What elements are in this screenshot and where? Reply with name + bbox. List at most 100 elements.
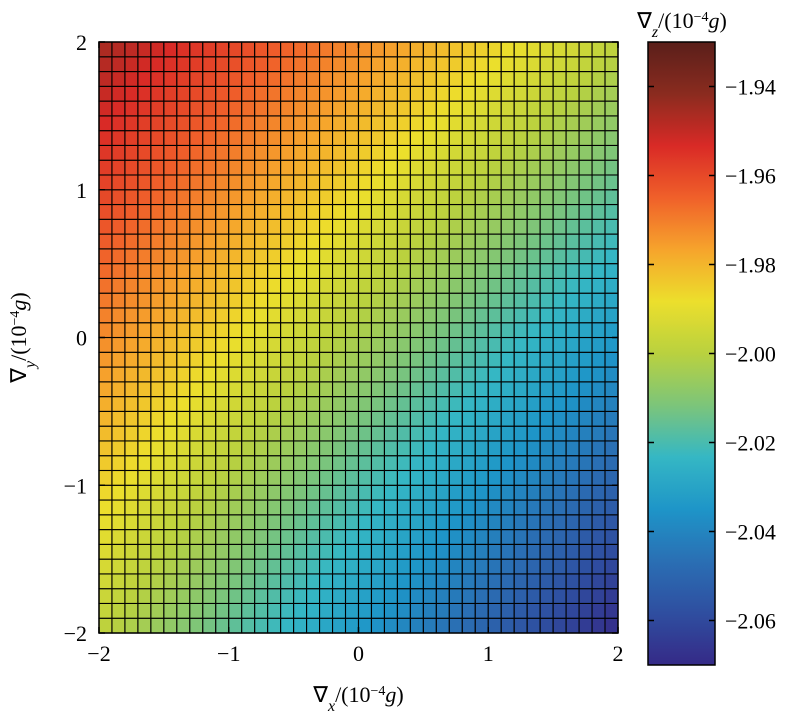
heatmap-cell bbox=[267, 248, 282, 265]
heatmap-cell bbox=[344, 455, 360, 472]
heatmap-cell bbox=[202, 307, 217, 324]
heatmap-cell bbox=[526, 425, 541, 442]
heatmap-cell bbox=[487, 307, 502, 324]
heatmap-cell bbox=[422, 529, 437, 545]
heatmap-cell bbox=[383, 189, 398, 206]
heatmap-cell bbox=[552, 617, 567, 634]
heatmap-cell bbox=[409, 484, 424, 501]
heatmap-cell bbox=[396, 56, 411, 73]
heatmap-cell bbox=[306, 248, 321, 265]
heatmap-cell bbox=[267, 218, 282, 235]
heatmap-cell bbox=[357, 440, 373, 457]
heatmap-cell bbox=[331, 144, 347, 161]
heatmap-cell bbox=[396, 469, 411, 486]
heatmap-cell bbox=[254, 573, 269, 590]
heatmap-cell bbox=[98, 602, 113, 619]
heatmap-cell bbox=[267, 381, 282, 398]
heatmap-cell bbox=[189, 366, 204, 383]
heatmap-cell bbox=[228, 543, 243, 560]
heatmap-cell bbox=[409, 85, 424, 102]
heatmap-cell bbox=[137, 336, 152, 353]
heatmap-cell bbox=[137, 130, 152, 146]
heatmap-cell bbox=[150, 336, 165, 353]
heatmap-cell bbox=[461, 425, 476, 442]
heatmap-cell bbox=[267, 469, 282, 486]
heatmap-cell bbox=[98, 174, 113, 191]
heatmap-cell bbox=[487, 336, 502, 353]
heatmap-cell bbox=[344, 115, 360, 132]
heatmap-cell bbox=[202, 56, 217, 73]
heatmap-cell bbox=[357, 336, 373, 353]
heatmap-cell bbox=[163, 307, 178, 324]
heatmap-cell bbox=[461, 189, 476, 206]
heatmap-cell bbox=[552, 440, 567, 457]
heatmap-cell bbox=[267, 56, 282, 73]
heatmap-cell bbox=[448, 396, 463, 412]
heatmap-cell bbox=[448, 425, 463, 442]
heatmap-cell bbox=[422, 602, 437, 619]
heatmap-cell bbox=[513, 558, 528, 575]
heatmap-cell bbox=[202, 336, 217, 353]
heatmap-cell bbox=[241, 602, 256, 619]
heatmap-cell bbox=[539, 263, 554, 279]
heatmap-cell bbox=[306, 529, 321, 545]
heatmap-cell bbox=[202, 130, 217, 146]
heatmap-cell bbox=[357, 71, 373, 87]
heatmap-cell bbox=[344, 336, 360, 353]
heatmap-cell bbox=[111, 85, 126, 102]
heatmap-cell bbox=[124, 248, 139, 265]
heatmap-cell bbox=[409, 469, 424, 486]
heatmap-cell bbox=[422, 336, 437, 353]
heatmap-cell bbox=[513, 602, 528, 619]
heatmap-cell bbox=[383, 115, 398, 132]
heatmap-cell bbox=[435, 115, 450, 132]
heatmap-cell bbox=[98, 41, 113, 58]
heatmap-cell bbox=[228, 602, 243, 619]
heatmap-cell bbox=[228, 71, 243, 87]
heatmap-cell bbox=[526, 322, 541, 339]
heatmap-cell bbox=[215, 263, 230, 279]
heatmap-cell bbox=[254, 233, 269, 250]
heatmap-cell bbox=[539, 558, 554, 575]
heatmap-cell bbox=[435, 440, 450, 457]
heatmap-cell bbox=[331, 351, 347, 368]
heatmap-cell bbox=[396, 233, 411, 250]
heatmap-cell bbox=[306, 514, 321, 531]
heatmap-cell bbox=[487, 292, 502, 309]
heatmap-cell bbox=[604, 558, 619, 575]
heatmap-cell bbox=[357, 85, 373, 102]
heatmap-cell bbox=[176, 455, 191, 472]
heatmap-cell bbox=[176, 159, 191, 176]
heatmap-cell bbox=[98, 396, 113, 412]
heatmap-cell bbox=[383, 529, 398, 545]
heatmap-cell bbox=[409, 189, 424, 206]
heatmap-cell bbox=[163, 455, 178, 472]
heatmap-cell bbox=[306, 602, 321, 619]
heatmap-cell bbox=[552, 159, 567, 176]
heatmap-cell bbox=[591, 558, 606, 575]
heatmap-cell bbox=[396, 322, 411, 339]
heatmap-cell bbox=[150, 499, 165, 516]
heatmap-cell bbox=[383, 203, 398, 220]
heatmap-cell bbox=[344, 469, 360, 486]
heatmap-cell bbox=[124, 381, 139, 398]
heatmap-cell bbox=[526, 366, 541, 383]
heatmap-cell bbox=[500, 455, 515, 472]
heatmap-cell bbox=[124, 277, 139, 294]
heatmap-cell bbox=[306, 366, 321, 383]
heatmap-cell bbox=[435, 41, 450, 58]
heatmap-cell bbox=[241, 573, 256, 590]
heatmap-cell bbox=[176, 292, 191, 309]
heatmap-cell bbox=[448, 100, 463, 117]
heatmap-cell bbox=[435, 410, 450, 427]
heatmap-cell bbox=[591, 277, 606, 294]
heatmap-cell bbox=[422, 189, 437, 206]
heatmap-cell bbox=[604, 85, 619, 102]
heatmap-cell bbox=[163, 484, 178, 501]
heatmap-cell bbox=[267, 440, 282, 457]
heatmap-cell bbox=[422, 218, 437, 235]
heatmap-cell bbox=[409, 455, 424, 472]
heatmap-cell bbox=[280, 144, 295, 161]
heatmap-cell bbox=[124, 203, 139, 220]
heatmap-cell bbox=[526, 469, 541, 486]
